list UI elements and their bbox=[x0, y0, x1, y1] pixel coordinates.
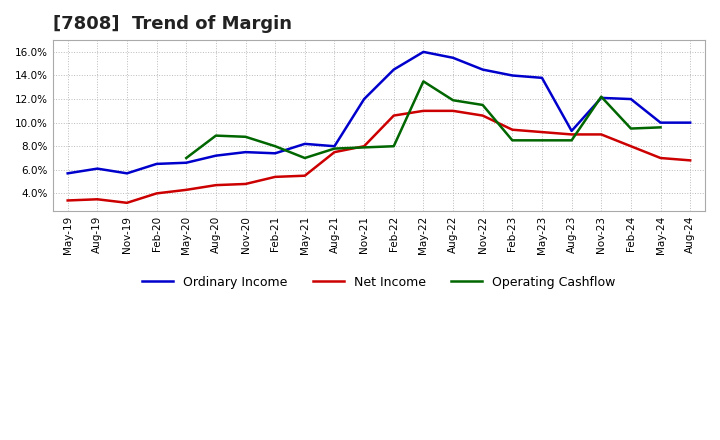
Operating Cashflow bbox=[300, 155, 309, 161]
Operating Cashflow bbox=[449, 98, 457, 103]
Net Income bbox=[597, 132, 606, 137]
Ordinary Income bbox=[63, 171, 72, 176]
Net Income bbox=[567, 132, 576, 137]
Text: [7808]  Trend of Margin: [7808] Trend of Margin bbox=[53, 15, 292, 33]
Operating Cashflow bbox=[478, 103, 487, 108]
Net Income bbox=[449, 108, 457, 114]
Ordinary Income bbox=[419, 49, 428, 55]
Net Income bbox=[153, 191, 161, 196]
Ordinary Income bbox=[300, 141, 309, 147]
Ordinary Income bbox=[656, 120, 665, 125]
Ordinary Income bbox=[182, 160, 191, 165]
Net Income bbox=[360, 143, 369, 149]
Operating Cashflow bbox=[271, 143, 279, 149]
Operating Cashflow bbox=[538, 138, 546, 143]
Net Income bbox=[656, 155, 665, 161]
Ordinary Income bbox=[212, 153, 220, 158]
Operating Cashflow bbox=[508, 138, 517, 143]
Ordinary Income bbox=[449, 55, 457, 60]
Operating Cashflow bbox=[597, 94, 606, 99]
Ordinary Income bbox=[241, 150, 250, 155]
Ordinary Income bbox=[567, 128, 576, 133]
Net Income bbox=[122, 200, 131, 205]
Ordinary Income bbox=[360, 96, 369, 102]
Ordinary Income bbox=[93, 166, 102, 171]
Line: Net Income: Net Income bbox=[68, 111, 690, 203]
Net Income bbox=[538, 129, 546, 135]
Ordinary Income bbox=[686, 120, 695, 125]
Operating Cashflow bbox=[360, 145, 369, 150]
Net Income bbox=[93, 197, 102, 202]
Net Income bbox=[626, 143, 635, 149]
Operating Cashflow bbox=[390, 143, 398, 149]
Ordinary Income bbox=[508, 73, 517, 78]
Ordinary Income bbox=[330, 143, 339, 149]
Ordinary Income bbox=[390, 67, 398, 72]
Net Income bbox=[63, 198, 72, 203]
Ordinary Income bbox=[271, 150, 279, 156]
Operating Cashflow bbox=[182, 155, 191, 161]
Operating Cashflow bbox=[241, 134, 250, 139]
Net Income bbox=[686, 158, 695, 163]
Ordinary Income bbox=[153, 161, 161, 167]
Operating Cashflow bbox=[656, 125, 665, 130]
Net Income bbox=[330, 150, 339, 155]
Ordinary Income bbox=[478, 67, 487, 72]
Line: Ordinary Income: Ordinary Income bbox=[68, 52, 690, 173]
Net Income bbox=[478, 113, 487, 118]
Operating Cashflow bbox=[567, 138, 576, 143]
Net Income bbox=[212, 183, 220, 188]
Ordinary Income bbox=[626, 96, 635, 102]
Net Income bbox=[419, 108, 428, 114]
Net Income bbox=[508, 127, 517, 132]
Legend: Ordinary Income, Net Income, Operating Cashflow: Ordinary Income, Net Income, Operating C… bbox=[138, 271, 621, 294]
Net Income bbox=[241, 181, 250, 187]
Operating Cashflow bbox=[212, 133, 220, 138]
Ordinary Income bbox=[538, 75, 546, 81]
Net Income bbox=[300, 173, 309, 178]
Net Income bbox=[182, 187, 191, 192]
Net Income bbox=[271, 174, 279, 180]
Operating Cashflow bbox=[419, 79, 428, 84]
Line: Operating Cashflow: Operating Cashflow bbox=[186, 81, 660, 158]
Net Income bbox=[390, 113, 398, 118]
Operating Cashflow bbox=[626, 126, 635, 131]
Ordinary Income bbox=[122, 171, 131, 176]
Ordinary Income bbox=[597, 95, 606, 100]
Operating Cashflow bbox=[330, 146, 339, 151]
